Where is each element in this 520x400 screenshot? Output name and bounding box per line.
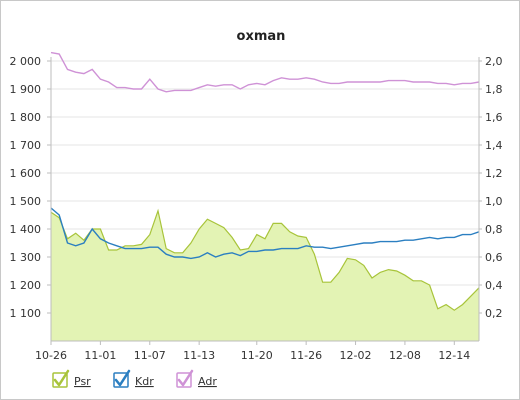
- right-tick-label: 0,6: [485, 251, 503, 264]
- left-tick-label: 1 600: [10, 167, 42, 180]
- checkmark-icon: [114, 369, 131, 387]
- left-tick-label: 1 400: [10, 223, 42, 236]
- legend-label: Adr: [198, 375, 217, 388]
- left-tick-label: 1 700: [10, 139, 42, 152]
- x-tick-label: 12-02: [340, 349, 372, 362]
- area-layer: [50, 208, 480, 341]
- left-tick-label: 1 100: [10, 307, 42, 320]
- right-tick-label: 0,8: [485, 223, 503, 236]
- left-tick-label: 1 900: [10, 83, 42, 96]
- x-axis-ticks: 10-26 11-01 11-07 11-13 11-20 11-26 12-02 12-08…: [35, 341, 470, 362]
- legend-item-kdr[interactable]: Kdr: [113, 369, 154, 388]
- left-tick-label: 1 500: [10, 195, 42, 208]
- x-tick-label: 11-07: [134, 349, 166, 362]
- legend-label: Psr: [74, 375, 91, 388]
- x-tick-label: 12-08: [389, 349, 421, 362]
- legend-item-psr[interactable]: Psr: [52, 369, 91, 388]
- x-tick-label: 10-26: [35, 349, 67, 362]
- x-tick-label: 12-14: [438, 349, 470, 362]
- right-axis-ticks: 2,0 1,8 1,6 1,4 1,2 1,0 0,8 0,6 0,4 0,2: [479, 55, 503, 320]
- series-line-adr: [50, 51, 480, 93]
- legend[interactable]: Psr Kdr Adr: [52, 369, 217, 388]
- series-area-psr: [51, 210, 479, 341]
- chart-title: oxman: [237, 29, 286, 44]
- x-tick-label: 11-20: [241, 349, 273, 362]
- right-tick-label: 1,6: [485, 111, 503, 124]
- right-tick-label: 1,2: [485, 167, 503, 180]
- checkmark-icon: [53, 369, 70, 387]
- series-line-kdr: [50, 207, 480, 260]
- axes: [50, 57, 480, 342]
- left-tick-label: 1 200: [10, 279, 42, 292]
- legend-item-adr[interactable]: Adr: [176, 369, 217, 388]
- x-tick-label: 11-26: [290, 349, 322, 362]
- left-tick-label: 1 800: [10, 111, 42, 124]
- right-tick-label: 1,0: [485, 195, 503, 208]
- right-tick-label: 0,4: [485, 279, 503, 292]
- right-tick-label: 0,2: [485, 307, 503, 320]
- x-tick-label: 11-01: [84, 349, 116, 362]
- right-tick-label: 2,0: [485, 55, 503, 68]
- legend-label: Kdr: [135, 375, 154, 388]
- checkmark-icon: [177, 369, 194, 387]
- x-tick-label: 11-13: [183, 349, 215, 362]
- lines-layer: [50, 51, 480, 260]
- left-tick-label: 1 300: [10, 251, 42, 264]
- left-tick-label: 2 000: [10, 55, 42, 68]
- right-tick-label: 1,4: [485, 139, 503, 152]
- left-axis-ticks: 2 000 1 900 1 800 1 700 1 600 1 500 1 400 1 300…: [10, 55, 51, 320]
- right-tick-label: 1,8: [485, 83, 503, 96]
